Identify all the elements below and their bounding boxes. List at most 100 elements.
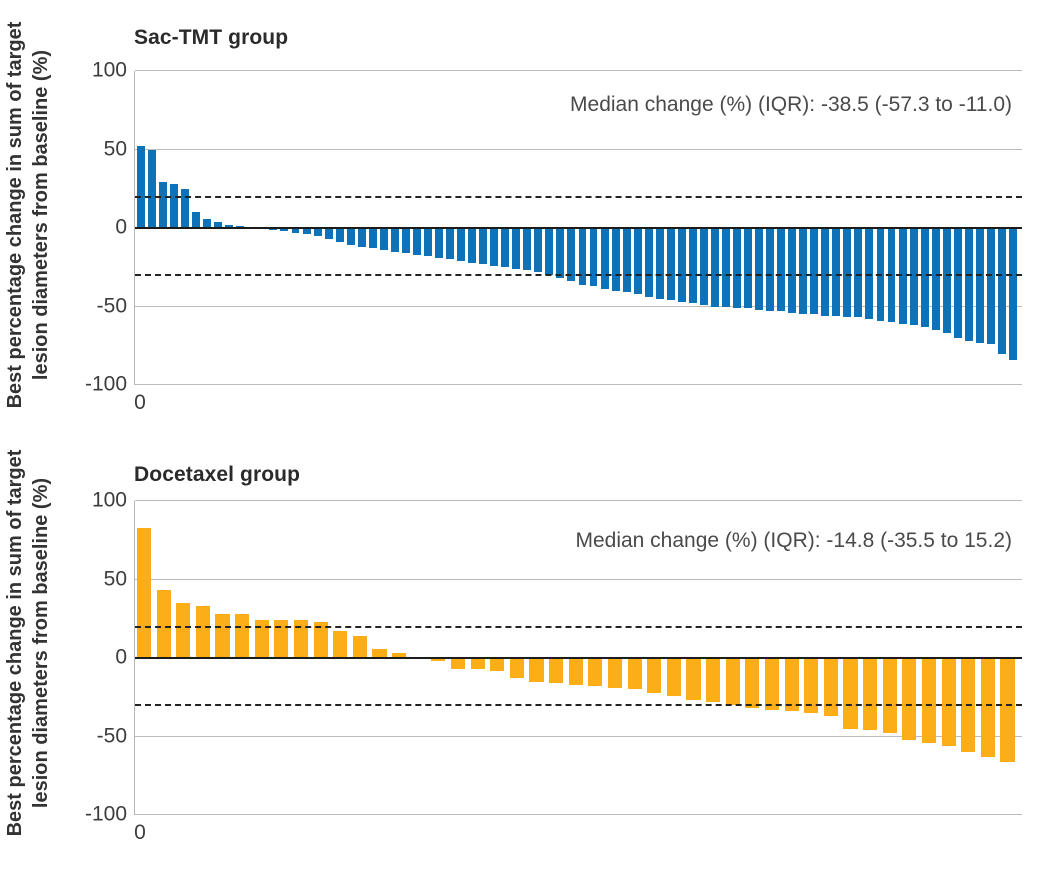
bar [941, 658, 956, 746]
reference-line-dashed [135, 195, 1022, 198]
y-tick-label: 0 [115, 215, 127, 239]
bar [192, 212, 201, 228]
bar [368, 228, 377, 249]
bar [909, 228, 918, 326]
bar [357, 228, 366, 247]
bar [529, 658, 544, 682]
gridline [135, 814, 1022, 815]
bar [764, 658, 780, 710]
bar [588, 658, 603, 687]
panel-title-docetaxel: Docetaxel group [134, 463, 301, 486]
bar [686, 658, 701, 701]
bar [479, 228, 488, 265]
gridline [135, 578, 1022, 580]
bar [293, 620, 309, 658]
bar [980, 658, 995, 757]
y-axis-ticks-top: 100 50 0 -50 -100 [40, 59, 127, 396]
x-axis-tick-bottom: 0 [134, 821, 146, 844]
bar [490, 228, 499, 266]
bar [446, 228, 454, 260]
bar [335, 228, 344, 243]
plot-area-sac-tmt: Median change (%) (IQR): -38.5 (-57.3 to… [134, 70, 1022, 385]
bar [159, 182, 167, 228]
bar [755, 228, 764, 310]
bar [843, 228, 852, 318]
bar [302, 228, 311, 235]
bar [509, 658, 524, 679]
y-tick-label: -50 [96, 294, 127, 318]
bar [195, 606, 210, 658]
bar [745, 658, 760, 709]
bar [280, 228, 289, 232]
y-tick-label: 50 [103, 567, 127, 591]
y-axis-label-line1: Best percentage change in sum of target [4, 449, 26, 837]
bar [1000, 658, 1015, 762]
bar [291, 228, 300, 233]
bar [556, 228, 565, 279]
median-change-annotation-docetaxel: Median change (%) (IQR): -14.8 (-35.5 to… [575, 529, 1012, 552]
bar [677, 228, 686, 302]
bar [666, 228, 675, 301]
gridline [135, 148, 1022, 150]
bar [644, 228, 653, 298]
y-tick-label: -100 [84, 802, 127, 826]
bar [766, 228, 775, 312]
bar [688, 228, 697, 304]
bar [607, 658, 623, 688]
bar [986, 228, 995, 345]
y-tick-label: 100 [91, 488, 127, 512]
bar [490, 658, 505, 671]
bar [600, 228, 609, 290]
bar [706, 658, 721, 702]
bar [942, 228, 951, 334]
zero-baseline [135, 227, 1022, 229]
bar [457, 228, 466, 261]
bar [379, 228, 388, 250]
bar [333, 631, 348, 658]
bar [931, 228, 940, 331]
bar [137, 146, 145, 228]
x-axis-tick-top: 0 [134, 391, 146, 414]
bar [181, 188, 190, 228]
bar [1008, 228, 1017, 360]
bar [215, 614, 230, 658]
bar [799, 228, 808, 315]
bar [412, 228, 421, 255]
bar [821, 228, 830, 316]
bar [176, 603, 191, 658]
bar [423, 228, 432, 257]
reference-line-dashed [135, 704, 1022, 707]
bar [863, 658, 878, 731]
bar [921, 658, 936, 743]
bars-container-docetaxel [137, 501, 1020, 815]
bar [545, 228, 554, 276]
bar [699, 228, 708, 305]
bar [666, 658, 681, 696]
bar [313, 621, 328, 658]
bar [214, 221, 223, 228]
bar [390, 228, 399, 252]
bar [788, 228, 797, 313]
bar [975, 228, 984, 343]
bar [170, 184, 179, 228]
bar [902, 658, 917, 740]
median-change-annotation-sac-tmt: Median change (%) (IQR): -38.5 (-57.3 to… [570, 93, 1012, 116]
bar [920, 228, 929, 327]
bar [804, 658, 819, 713]
bar [313, 228, 322, 236]
bar [784, 658, 799, 712]
bar [431, 658, 446, 662]
gridline [135, 384, 1022, 385]
y-axis-ticks-bottom: 100 50 0 -50 -100 [40, 489, 127, 826]
gridline [135, 305, 1022, 307]
bar [721, 228, 730, 307]
bar [274, 620, 289, 658]
bar [137, 527, 152, 658]
bar [843, 658, 858, 729]
bar [468, 228, 477, 263]
bar [470, 658, 485, 669]
bar [372, 648, 387, 658]
reference-line-dashed [135, 274, 1022, 277]
bar [710, 228, 719, 307]
